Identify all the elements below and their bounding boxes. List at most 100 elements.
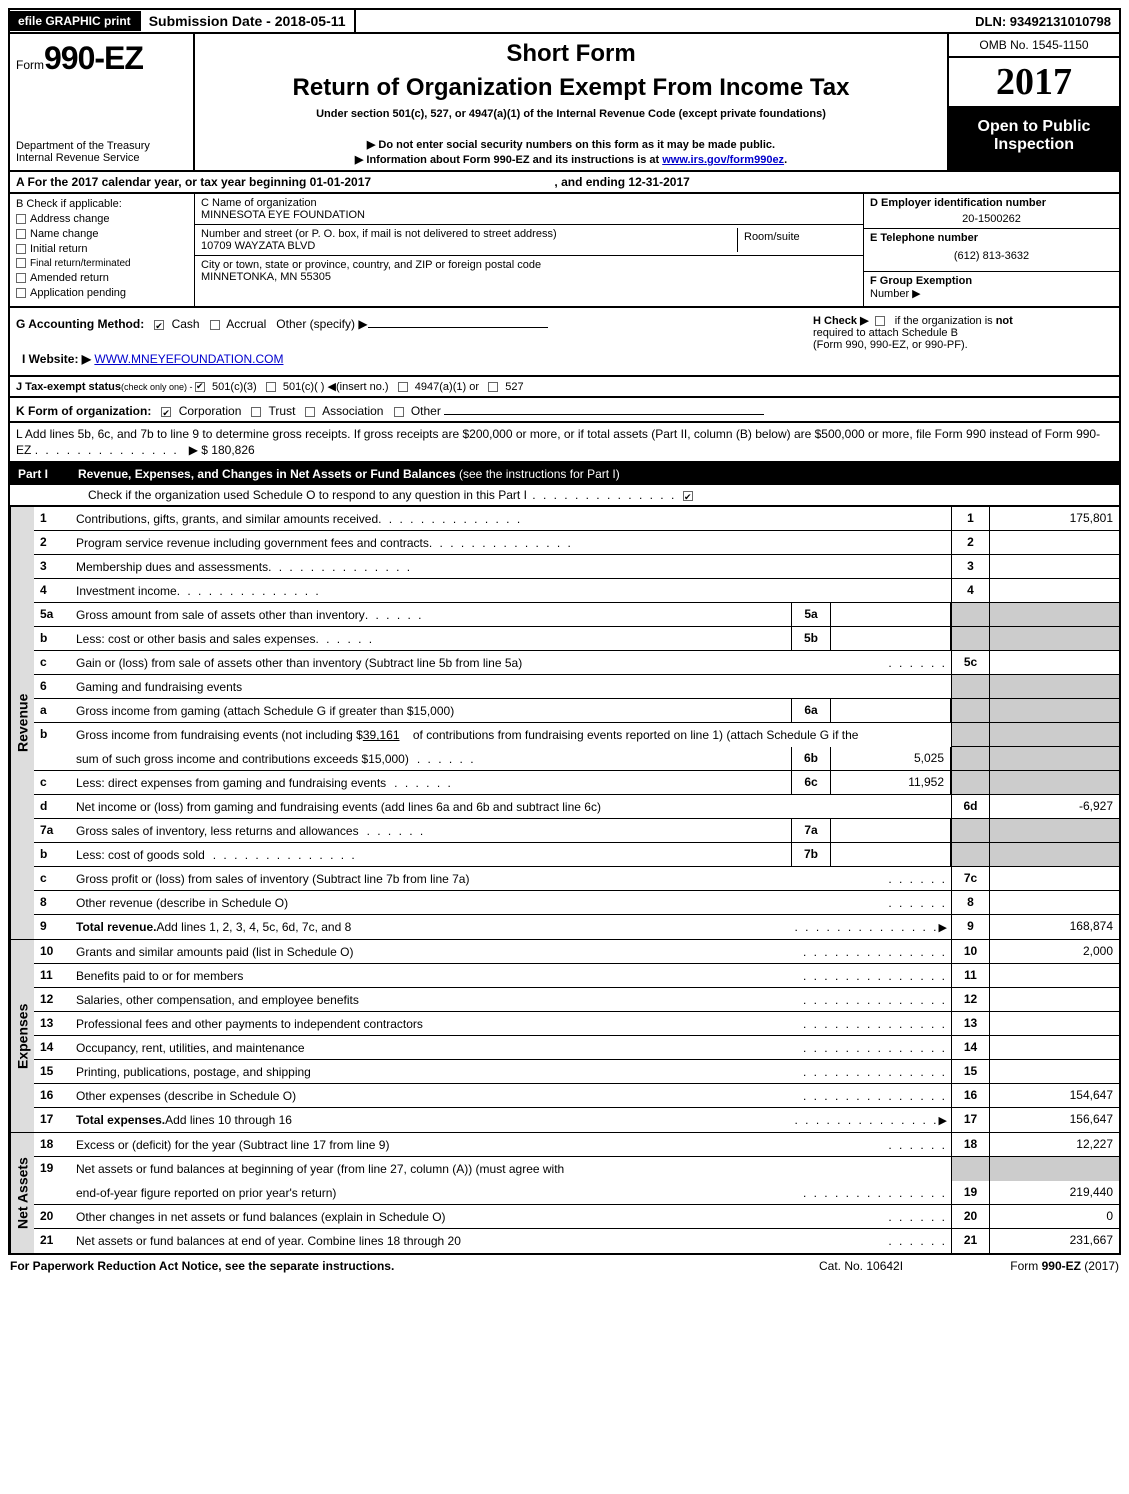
ln1-val: 175,801	[989, 507, 1119, 530]
ln6b-sv: 5,025	[831, 747, 951, 770]
ln6b2-grey2	[989, 747, 1119, 770]
line-6d: d Net income or (loss) from gaming and f…	[34, 795, 1119, 819]
ln7b-sub: 7b	[791, 843, 831, 866]
checkbox-name-change[interactable]: Name change	[16, 228, 188, 240]
website-link[interactable]: WWW.MNEYEFOUNDATION.COM	[94, 352, 283, 366]
efile-print-button[interactable]: efile GRAPHIC print	[10, 11, 141, 31]
l-amount: ▶ $ 180,826	[189, 443, 255, 457]
open-line2: Inspection	[953, 136, 1115, 154]
ln12-box: 12	[951, 988, 989, 1011]
d-label: D Employer identification number	[870, 197, 1113, 209]
ln6c-sv: 11,952	[831, 771, 951, 794]
short-form-label: Short Form	[205, 40, 937, 68]
e-label: E Telephone number	[870, 232, 1113, 244]
ln6a-grey2	[989, 699, 1119, 722]
ln6b-amt: 39,161	[363, 728, 400, 742]
checkbox-other[interactable]	[394, 407, 404, 417]
ln12-num: 12	[34, 988, 72, 1011]
ln8-box: 8	[951, 891, 989, 914]
checkbox-trust[interactable]	[251, 407, 261, 417]
checkbox-amended-return[interactable]: Amended return	[16, 272, 188, 284]
ln9-bold: Total revenue.	[76, 920, 156, 934]
ln13-box: 13	[951, 1012, 989, 1035]
checkbox-address-change[interactable]: Address change	[16, 213, 188, 225]
ln5c-val	[989, 651, 1119, 674]
ln6c-grey1	[951, 771, 989, 794]
ln21-box: 21	[951, 1229, 989, 1253]
checkbox-corporation[interactable]	[161, 407, 171, 417]
netassets-side-label: Net Assets	[10, 1133, 34, 1253]
ln9-box: 9	[951, 915, 989, 939]
checkbox-501c[interactable]	[266, 382, 276, 392]
checkbox-cash[interactable]	[154, 320, 164, 330]
form990ez-link[interactable]: www.irs.gov/form990ez	[662, 154, 784, 166]
ln7c-num: c	[34, 867, 72, 890]
header-left: Form990-EZ Department of the Treasury In…	[10, 34, 195, 170]
section-j: J Tax-exempt status(check only one) - 50…	[8, 377, 1121, 398]
ln5a-grey2	[989, 603, 1119, 626]
ln5b-sub: 5b	[791, 627, 831, 650]
part1-sub: Check if the organization used Schedule …	[10, 485, 1119, 506]
checkbox-4947[interactable]	[398, 382, 408, 392]
checkbox-501c3[interactable]	[195, 382, 205, 392]
ln3-val	[989, 555, 1119, 578]
bc-grid: B Check if applicable: Address change Na…	[8, 194, 1121, 308]
checkbox-association[interactable]	[305, 407, 315, 417]
ln15-val	[989, 1060, 1119, 1083]
ln20-box: 20	[951, 1205, 989, 1228]
gh-row: G Accounting Method: Cash Accrual Other …	[8, 308, 1121, 377]
line-3: 3 Membership dues and assessments 3	[34, 555, 1119, 579]
ln10-val: 2,000	[989, 940, 1119, 963]
checkbox-schedule-o[interactable]	[683, 491, 693, 501]
ln8-val	[989, 891, 1119, 914]
ln6a-sub: 6a	[791, 699, 831, 722]
revenue-section: Revenue 1 Contributions, gifts, grants, …	[10, 506, 1119, 939]
ln13-num: 13	[34, 1012, 72, 1035]
ln17-box: 17	[951, 1108, 989, 1132]
ln19-text2: end-of-year figure reported on prior yea…	[76, 1186, 336, 1200]
ln20-text: Other changes in net assets or fund bala…	[76, 1210, 446, 1224]
c-name-label: C Name of organization	[201, 197, 857, 209]
ln3-box: 3	[951, 555, 989, 578]
ln4-num: 4	[34, 579, 72, 602]
ln7a-grey2	[989, 819, 1119, 842]
line-19-2: end-of-year figure reported on prior yea…	[34, 1181, 1119, 1205]
checkbox-initial-return[interactable]: Initial return	[16, 243, 188, 255]
footer-formref: Form 990-EZ (2017)	[959, 1259, 1119, 1273]
ln11-val	[989, 964, 1119, 987]
ln5c-box: 5c	[951, 651, 989, 674]
line-a: A For the 2017 calendar year, or tax yea…	[8, 172, 1121, 194]
ln5b-grey1	[951, 627, 989, 650]
checkbox-application-pending[interactable]: Application pending	[16, 287, 188, 299]
omb-number: OMB No. 1545-1150	[949, 34, 1119, 58]
line-5c: c Gain or (loss) from sale of assets oth…	[34, 651, 1119, 675]
b-label-1: Name change	[30, 228, 99, 240]
ln6c-sub: 6c	[791, 771, 831, 794]
ln5a-num: 5a	[34, 603, 72, 626]
g-cash: Cash	[172, 317, 200, 331]
part1: Part I Revenue, Expenses, and Changes in…	[8, 463, 1121, 1255]
checkbox-527[interactable]	[488, 382, 498, 392]
ln5a-grey1	[951, 603, 989, 626]
ln2-box: 2	[951, 531, 989, 554]
ln5c-text: Gain or (loss) from sale of assets other…	[76, 656, 522, 670]
part1-title: Revenue, Expenses, and Changes in Net As…	[78, 467, 620, 481]
ln5c-num: c	[34, 651, 72, 674]
checkbox-final-return[interactable]: Final return/terminated	[16, 258, 188, 269]
b-label-2: Initial return	[30, 243, 87, 255]
line-18: 18 Excess or (deficit) for the year (Sub…	[34, 1133, 1119, 1157]
ln12-text: Salaries, other compensation, and employ…	[76, 993, 359, 1007]
line-9: 9 Total revenue. Add lines 1, 2, 3, 4, 5…	[34, 915, 1119, 939]
checkbox-accrual[interactable]	[210, 320, 220, 330]
ln6c-text: Less: direct expenses from gaming and fu…	[76, 776, 386, 790]
b-header: B Check if applicable:	[16, 198, 188, 210]
org-street: 10709 WAYZATA BLVD	[201, 240, 737, 252]
ln6-text: Gaming and fundraising events	[72, 675, 951, 698]
form-number: 990-EZ	[44, 40, 143, 76]
checkbox-h[interactable]	[875, 316, 885, 326]
line-7c: c Gross profit or (loss) from sales of i…	[34, 867, 1119, 891]
line-16: 16 Other expenses (describe in Schedule …	[34, 1084, 1119, 1108]
ln6a-sv	[831, 699, 951, 722]
ln6d-val: -6,927	[989, 795, 1119, 818]
ln6b-text1: Gross income from fundraising events (no…	[72, 723, 951, 747]
